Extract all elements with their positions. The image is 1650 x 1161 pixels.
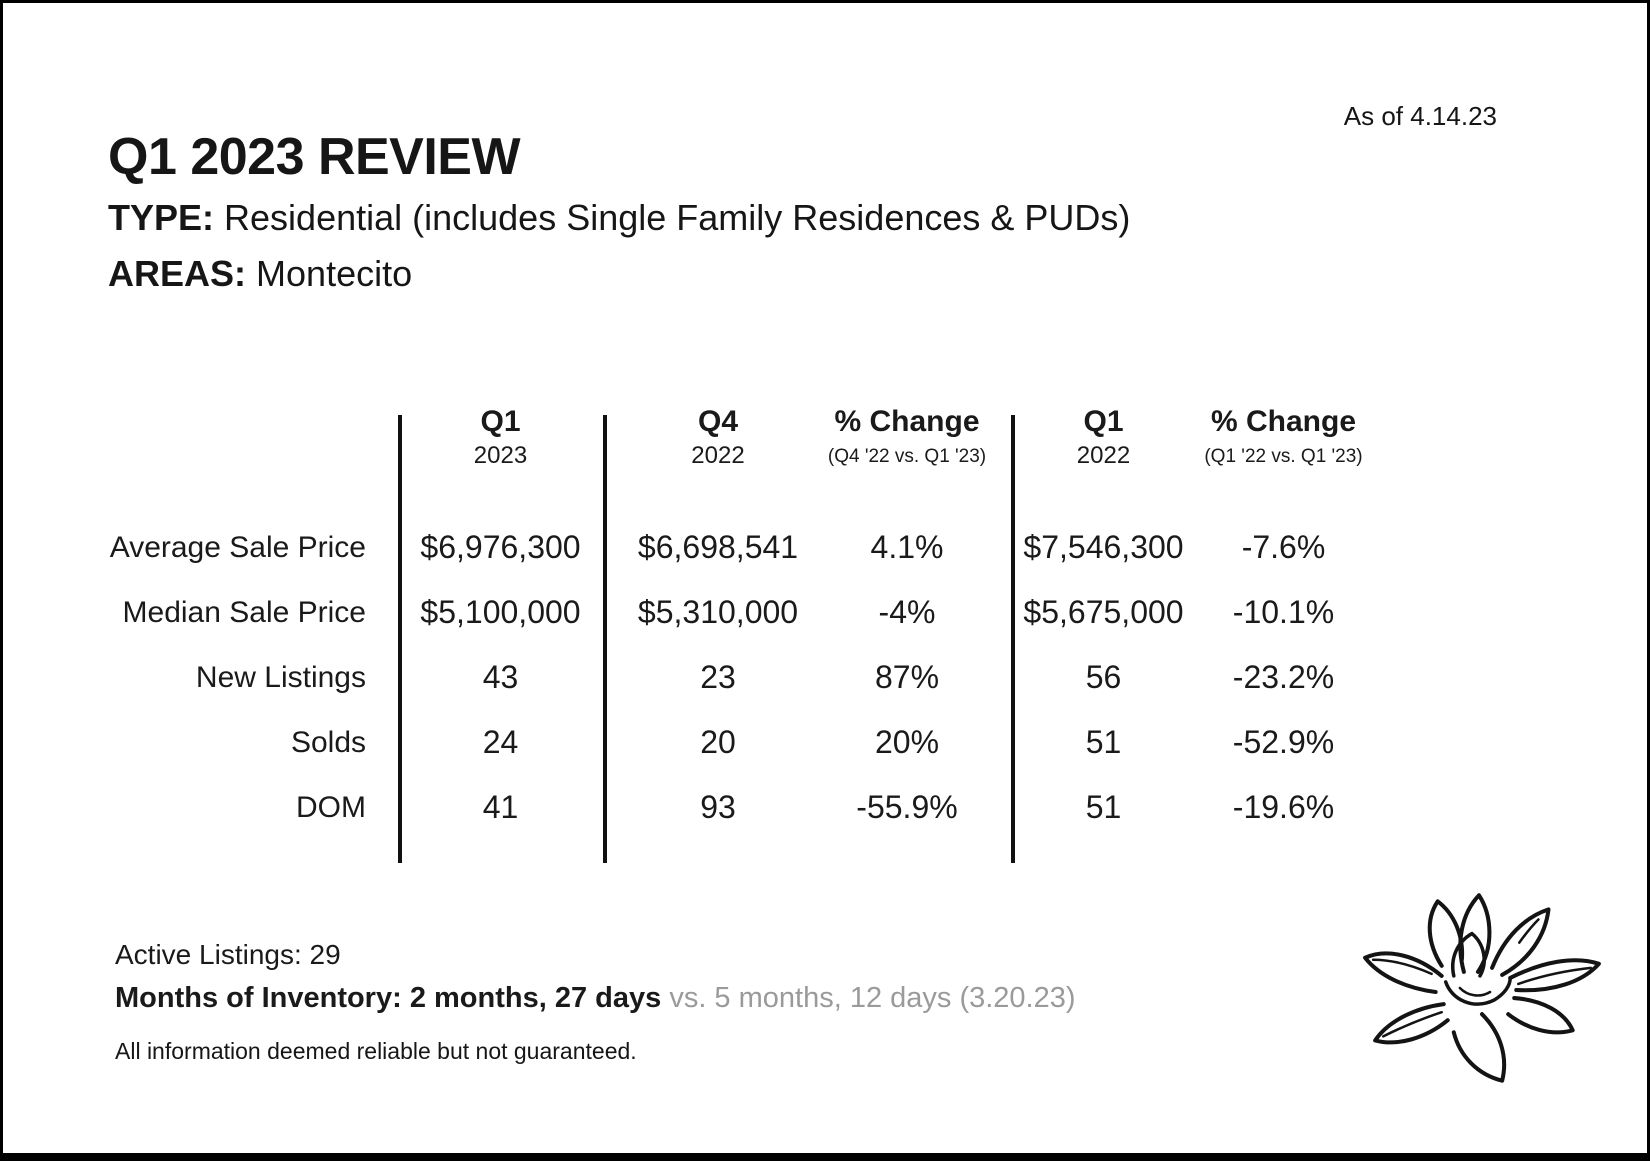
cell-value: -23.2% <box>1232 659 1335 695</box>
column-header-sublabel: 2022 <box>691 441 745 469</box>
cell-value: $6,976,300 <box>420 529 581 565</box>
table-divider-line <box>603 415 607 863</box>
column-header-sublabel: (Q4 '22 vs. Q1 '23) <box>827 445 987 467</box>
column-header-label: Q1 <box>1083 405 1124 438</box>
column-header-label: Q4 <box>697 405 739 438</box>
cell-value: $7,546,300 <box>1023 529 1184 565</box>
cell-value: $5,100,000 <box>420 594 581 630</box>
areas-line: AREAS: Montecito <box>108 253 412 295</box>
column-header-q4-2022: Q4 2022 <box>603 403 833 515</box>
row-label: DOM <box>296 790 366 824</box>
column-header-sublabel: 2022 <box>1076 441 1131 469</box>
as-of-date: As of 4.14.23 <box>1343 101 1497 131</box>
column-header-sublabel: (Q1 '22 vs. Q1 '23) <box>1204 445 1363 467</box>
active-listings-text: Active Listings: 29 <box>115 939 341 970</box>
column-header-sublabel: 2023 <box>473 441 528 469</box>
cell-value: 41 <box>482 789 519 825</box>
cell-value: -55.9% <box>856 789 958 825</box>
column-header-q1-2023: Q1 2023 <box>398 403 603 515</box>
cell-value: 87% <box>874 659 940 695</box>
cell-value: 4.1% <box>870 529 944 565</box>
column-header-label: % Change <box>1210 405 1357 438</box>
cell-value: -4% <box>878 594 936 630</box>
type-label: TYPE: <box>108 197 215 238</box>
lotus-flower-icon <box>1363 893 1601 1083</box>
cell-value: 23 <box>700 659 736 695</box>
row-label: Median Sale Price <box>122 595 366 629</box>
cell-value: -7.6% <box>1241 529 1326 565</box>
table-divider-line <box>398 415 402 863</box>
inventory-prior-text: vs. 5 months, 12 days (3.20.23) <box>669 982 1076 1014</box>
table-divider-line <box>1011 415 1015 863</box>
cell-value: 20 <box>700 724 736 760</box>
type-line: TYPE: Residential (includes Single Famil… <box>108 197 1130 239</box>
cell-value: -10.1% <box>1232 594 1335 630</box>
areas-label: AREAS: <box>108 253 247 294</box>
cell-value: 56 <box>1085 659 1122 695</box>
cell-value: 93 <box>700 789 736 825</box>
row-label: Solds <box>290 725 366 759</box>
column-header-q1-2022: Q1 2022 <box>1011 403 1196 515</box>
disclaimer-text: All information deemed reliable but not … <box>115 1038 637 1064</box>
type-value: Residential (includes Single Family Resi… <box>224 197 1131 238</box>
cell-value: 51 <box>1085 724 1122 760</box>
cell-value: -52.9% <box>1232 724 1335 760</box>
cell-value: -19.6% <box>1232 789 1335 825</box>
table-corner-spacer <box>115 403 398 515</box>
column-header-pct-change-q4: % Change (Q4 '22 vs. Q1 '23) <box>828 403 1011 515</box>
cell-value: 43 <box>482 659 519 695</box>
cell-value: 24 <box>482 724 519 760</box>
cell-value: $6,698,541 <box>637 529 799 565</box>
cell-value: $5,675,000 <box>1023 594 1184 630</box>
table-grid: Q1 2023 Q4 2022 % Change (Q4 '22 vs. Q1 … <box>109 403 1425 840</box>
row-label: Average Sale Price <box>109 530 366 564</box>
areas-value: Montecito <box>256 253 413 294</box>
row-label: New Listings <box>195 660 366 694</box>
months-of-inventory-line: Months of Inventory: 2 months, 27 days v… <box>115 982 1076 1015</box>
cell-value: $5,310,000 <box>637 594 799 630</box>
column-header-pct-change-q1: % Change (Q1 '22 vs. Q1 '23) <box>1196 403 1391 515</box>
cell-value: 20% <box>874 724 940 760</box>
inventory-current-text: Months of Inventory: 2 months, 27 days <box>115 982 662 1014</box>
column-header-label: % Change <box>834 405 980 438</box>
page-title: Q1 2023 REVIEW <box>108 128 521 186</box>
comparison-table: Q1 2023 Q4 2022 % Change (Q4 '22 vs. Q1 … <box>109 403 1425 873</box>
column-header-label: Q1 <box>480 405 521 438</box>
cell-value: 51 <box>1085 789 1122 825</box>
